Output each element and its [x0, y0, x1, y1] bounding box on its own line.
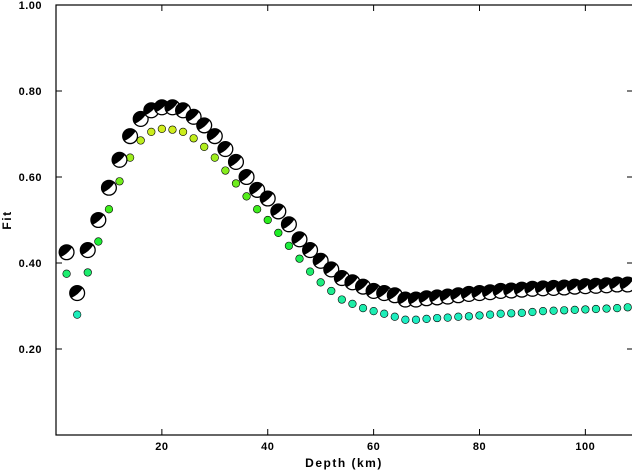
fit-dot: [200, 142, 209, 151]
fit-dot: [221, 166, 230, 175]
fit-dot: [422, 314, 431, 324]
focal-mechanism-marker: [270, 203, 287, 220]
focal-mechanism-marker: [185, 108, 202, 125]
fit-dot: [210, 153, 219, 162]
fit-dot: [147, 127, 156, 136]
fit-dot: [433, 313, 442, 323]
fit-dot: [464, 312, 473, 321]
fit-dot: [231, 179, 241, 188]
fit-dot: [496, 309, 505, 318]
x-tick-label: 20: [155, 441, 168, 453]
focal-mechanism-marker: [196, 117, 213, 134]
focal-mechanism-marker: [206, 128, 223, 145]
fit-dot: [168, 125, 177, 134]
fit-dot: [581, 305, 590, 314]
fit-dot: [401, 315, 410, 324]
focal-mechanism-marker: [132, 110, 149, 127]
fit-dot: [517, 308, 526, 317]
fit-dot: [242, 192, 251, 201]
fit-dot: [613, 304, 622, 313]
fit-dot: [591, 304, 601, 314]
fit-dot: [316, 278, 325, 287]
fit-dot: [454, 312, 463, 321]
fit-dot: [253, 205, 262, 214]
focal-mechanism-marker: [482, 284, 499, 301]
fit-dot: [348, 299, 357, 308]
fit-dot: [570, 305, 579, 314]
focal-mechanism-marker: [302, 242, 319, 259]
focal-mechanism-marker: [69, 285, 86, 302]
fit-dot: [369, 307, 378, 316]
focal-mechanism-marker: [227, 153, 245, 170]
y-axis-label: Fit: [0, 210, 14, 229]
focal-mechanism-marker: [122, 128, 139, 145]
focal-mechanism-marker: [58, 244, 75, 261]
fit-dot: [538, 307, 548, 316]
focal-mechanism-marker: [259, 190, 276, 207]
focal-mechanism-marker: [238, 168, 255, 186]
x-tick-label: 40: [261, 441, 274, 453]
fit-dot: [189, 134, 198, 143]
x-axis-label: Depth (km): [305, 456, 383, 470]
x-tick-label: 100: [575, 441, 595, 453]
focal-mechanism-marker: [323, 261, 340, 278]
focal-mechanism-marker: [111, 151, 128, 168]
fit-dot: [104, 205, 114, 214]
fit-dot: [560, 306, 569, 315]
fit-dot: [443, 313, 452, 322]
focal-mechanism-marker: [291, 231, 308, 248]
fit-dot: [295, 254, 304, 263]
x-tick-label: 60: [367, 441, 380, 453]
y-tick-label: 0.60: [19, 172, 42, 184]
fit-dot: [528, 307, 537, 317]
fit-dot: [549, 306, 558, 315]
fit-dot: [602, 304, 611, 313]
fit-dot: [83, 268, 92, 277]
fit-dot: [178, 127, 188, 136]
fit-dot: [73, 310, 82, 319]
fit-dot: [623, 303, 632, 312]
fit-dot: [274, 228, 283, 237]
focal-mechanism-marker: [407, 291, 425, 308]
y-tick-label: 0.40: [19, 258, 42, 270]
fit-dot: [485, 310, 495, 319]
plot-frame: [55, 4, 632, 436]
focal-mechanism-marker: [90, 211, 107, 229]
fit-dot: [284, 241, 294, 250]
focal-mechanism-marker: [312, 252, 329, 269]
fit-dot: [327, 286, 336, 296]
fit-dot: [263, 215, 272, 225]
fit-dot: [475, 311, 484, 320]
fit-dot: [136, 136, 145, 145]
fit-dot: [411, 315, 421, 324]
fit-dot: [337, 295, 346, 304]
fit-dot: [62, 269, 71, 278]
focal-mechanism-marker: [79, 242, 96, 259]
y-tick-label: 0.80: [19, 86, 42, 98]
fit-dot: [157, 124, 166, 133]
focal-mechanism-marker: [619, 276, 632, 293]
y-tick-label: 0.20: [19, 344, 42, 356]
fit-dot: [390, 312, 399, 321]
fit-dot: [94, 237, 103, 246]
fit-dot: [380, 309, 389, 318]
fit-dot: [507, 309, 516, 318]
focal-mechanism-marker: [100, 179, 117, 196]
x-tick-label: 80: [473, 441, 486, 453]
focal-mechanism-marker: [280, 216, 297, 233]
y-tick-label: 1.00: [19, 0, 42, 12]
fit-dot: [358, 304, 368, 313]
fit-dot: [115, 177, 124, 186]
focal-mechanism-marker: [249, 181, 266, 198]
fit-dot: [305, 267, 315, 276]
focal-mechanism-marker: [217, 141, 234, 158]
